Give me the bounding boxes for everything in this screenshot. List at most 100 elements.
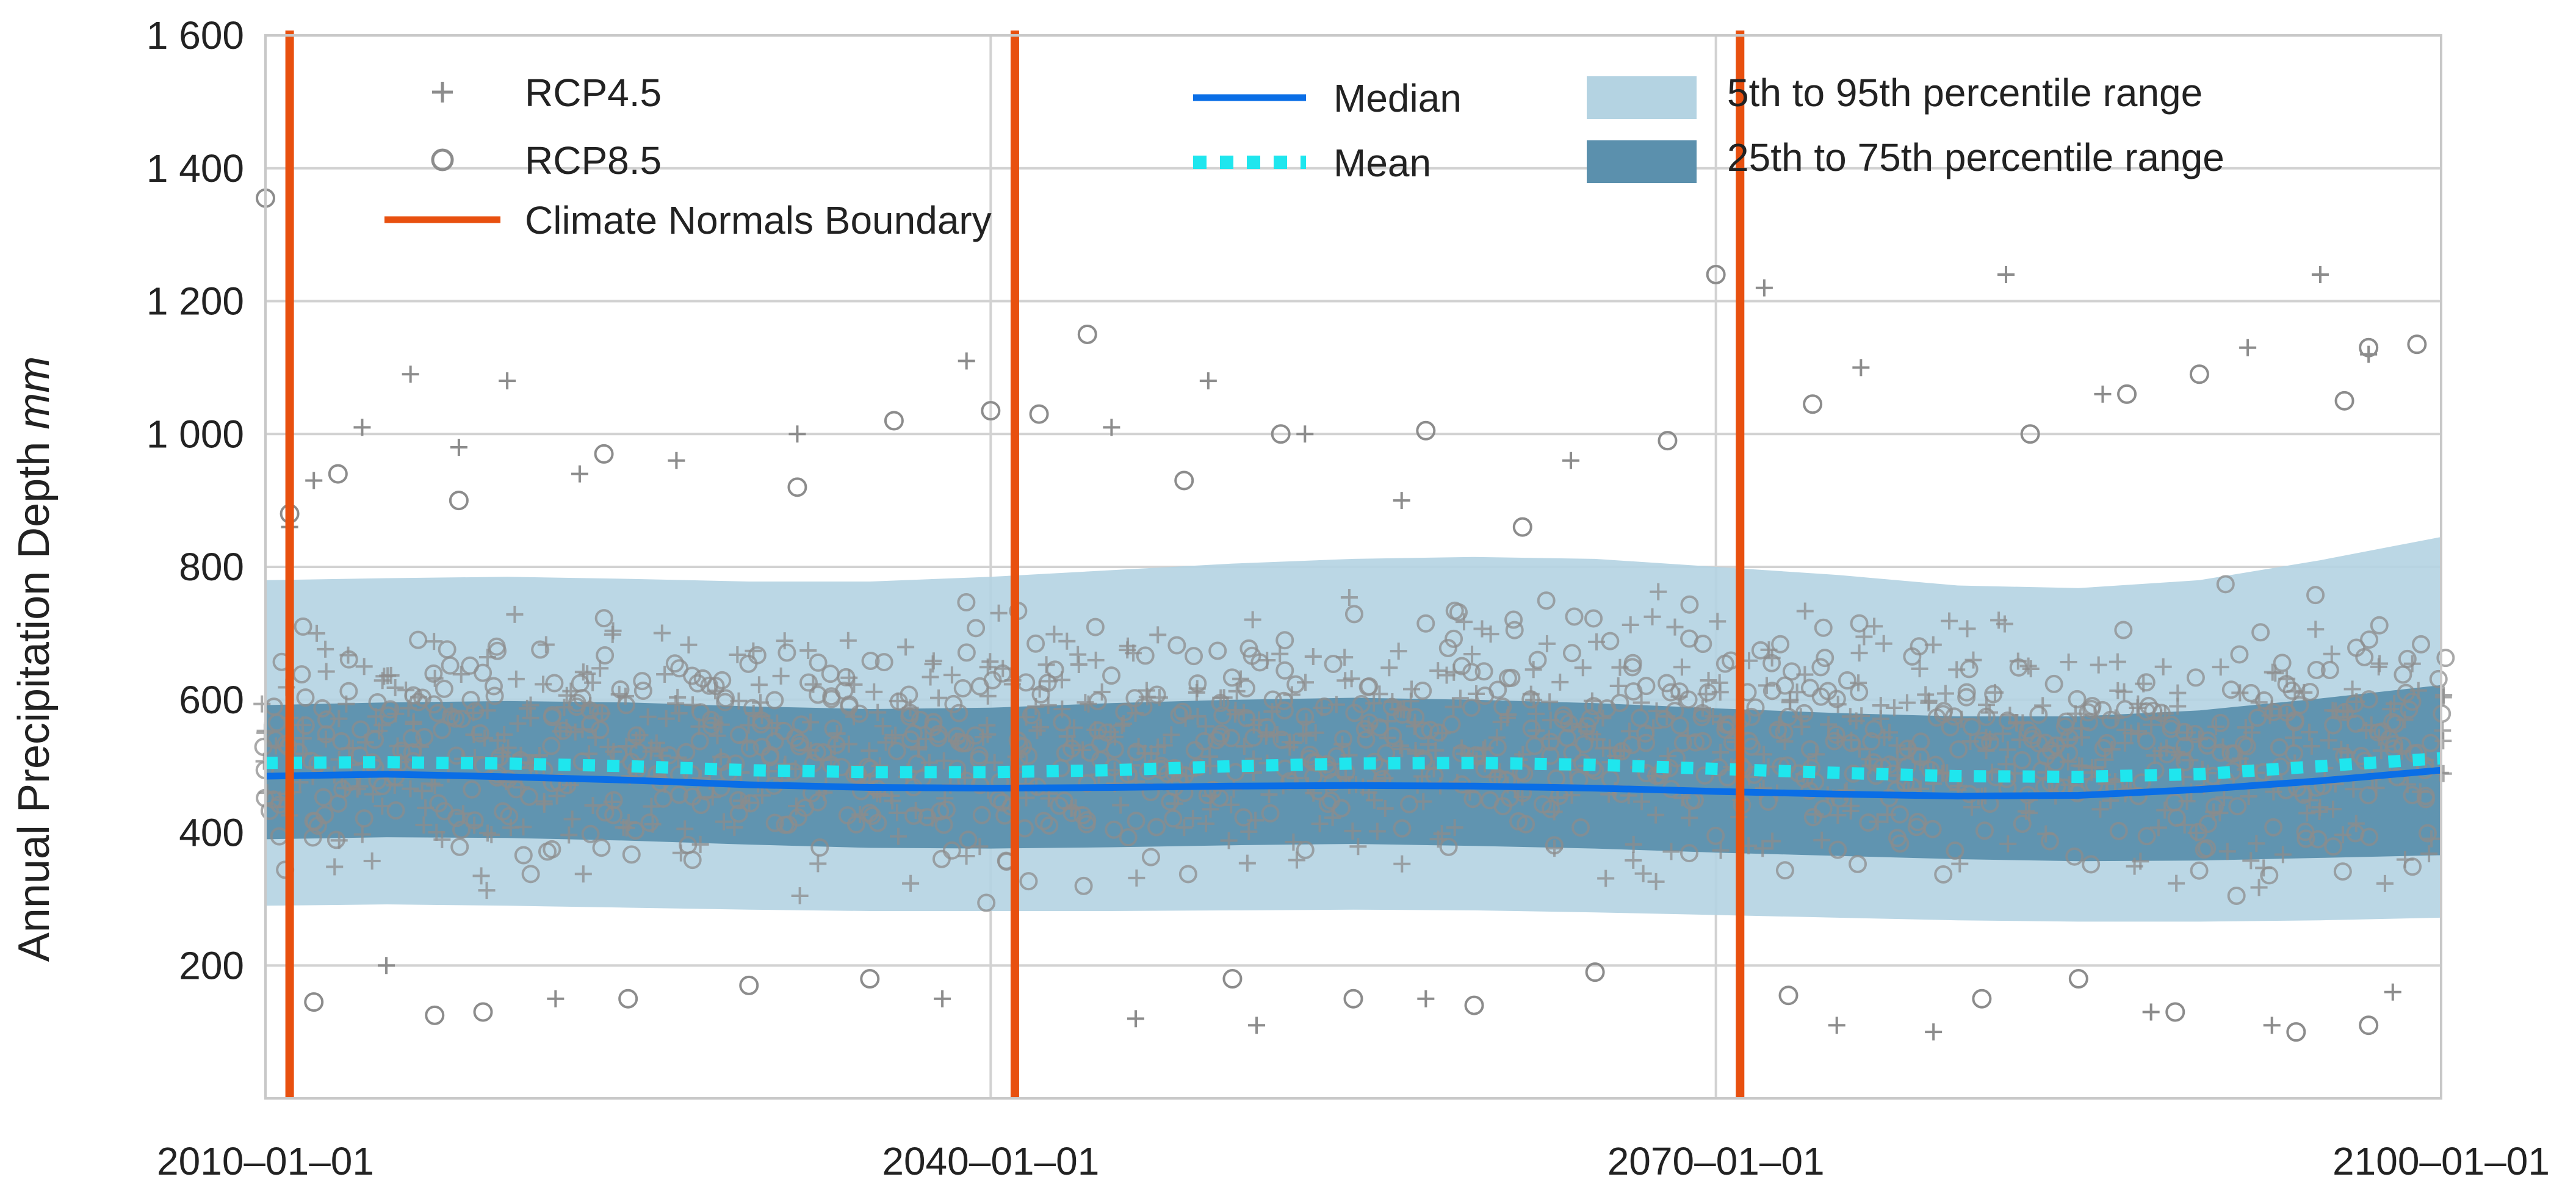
rcp85-point bbox=[543, 840, 561, 859]
axes: 200 400 600 800 1 000 1 200 1 400 1 600 2010–01–… bbox=[146, 13, 2550, 1183]
rcp45-point bbox=[1307, 724, 1324, 741]
rcp45-point bbox=[2434, 722, 2452, 740]
rcp85-point bbox=[2211, 713, 2230, 732]
rcp85-point bbox=[2360, 630, 2379, 649]
rcp45-point bbox=[1376, 800, 1394, 818]
rcp85-point bbox=[944, 694, 963, 713]
rcp45-point bbox=[1017, 708, 1035, 726]
rcp45-point bbox=[330, 710, 348, 727]
legend-label-band-25-75: 25th to 75th percentile range bbox=[1727, 135, 2224, 179]
rcp45-point bbox=[2248, 835, 2265, 852]
rcp45-point bbox=[1755, 279, 1773, 297]
rcp85-point bbox=[1275, 631, 1294, 650]
rcp45-point bbox=[1074, 741, 1092, 758]
rcp45-point bbox=[776, 632, 793, 650]
rcp85-point bbox=[488, 641, 507, 660]
rcp85-point bbox=[1053, 713, 1072, 732]
rcp85-point bbox=[1271, 424, 1291, 444]
rcp45-point bbox=[943, 666, 961, 684]
rcp45-point bbox=[1201, 748, 1219, 765]
rcp85-point bbox=[471, 724, 489, 743]
rcp45-point bbox=[478, 882, 496, 899]
rcp85-point bbox=[314, 788, 333, 807]
rcp45-point bbox=[1712, 743, 1730, 761]
rcp85-point bbox=[1800, 679, 1819, 697]
climate-normals-boundaries bbox=[285, 31, 1745, 1098]
rcp45-point bbox=[1244, 611, 1261, 629]
rcp45-point bbox=[1227, 701, 1244, 719]
rcp45-point bbox=[669, 688, 687, 706]
rcp85-point bbox=[691, 796, 710, 815]
rcp85-point bbox=[1210, 788, 1229, 807]
rcp85-point bbox=[2403, 857, 2422, 876]
rcp45-point bbox=[1149, 626, 1167, 644]
rcp45-point bbox=[869, 704, 887, 721]
legend-item-rcp85: RCP8.5 bbox=[431, 139, 662, 182]
y-tick-label: 400 bbox=[179, 811, 244, 855]
rcp85-point bbox=[1522, 719, 1541, 738]
rcp85-point bbox=[729, 791, 748, 810]
rcp85-point bbox=[1584, 697, 1603, 716]
x-tick-label: 2010–01–01 bbox=[157, 1139, 374, 1183]
rcp85-point bbox=[1063, 804, 1081, 823]
rcp45-point bbox=[1574, 659, 1592, 677]
rcp85-point bbox=[1910, 637, 1928, 656]
rcp45-point bbox=[1482, 625, 1499, 643]
rcp85-point bbox=[316, 805, 334, 824]
rcp45-point bbox=[2295, 683, 2313, 701]
rcp85-point bbox=[1119, 828, 1138, 847]
rcp45-point bbox=[884, 792, 901, 810]
rcp45-point bbox=[476, 729, 494, 747]
rcp85-point bbox=[2020, 424, 2040, 444]
rcp85-point bbox=[739, 975, 759, 995]
rcp45-point bbox=[1712, 841, 1730, 859]
rcp45-point bbox=[518, 699, 536, 717]
rcp45-point bbox=[356, 733, 374, 751]
rcp85-point bbox=[1393, 819, 1412, 838]
rcp85-point bbox=[355, 809, 373, 828]
rcp85-point bbox=[2165, 1002, 2185, 1022]
rcp45-point bbox=[1545, 803, 1563, 821]
rcp85-point bbox=[761, 746, 780, 765]
rcp85-point bbox=[1502, 668, 1521, 687]
rcp45-point bbox=[1924, 636, 1942, 654]
rcp85-point bbox=[1078, 774, 1097, 793]
rcp45-point bbox=[809, 855, 827, 873]
rcp85-point bbox=[887, 741, 906, 760]
rcp45-point bbox=[2009, 652, 2027, 670]
rcp85-point bbox=[1019, 872, 1038, 891]
rcp85-point bbox=[2286, 711, 2304, 730]
rcp45-point bbox=[851, 805, 869, 823]
rcp45-point bbox=[1258, 652, 1276, 669]
rcp85-point bbox=[1416, 420, 1436, 441]
rcp45-point bbox=[2090, 656, 2107, 674]
rcp45-point bbox=[2301, 791, 2318, 809]
rcp45-point bbox=[1764, 832, 1781, 850]
rcp85-point bbox=[1864, 719, 1883, 738]
rcp45-point bbox=[1666, 618, 1684, 636]
rcp85-point bbox=[1243, 646, 1261, 665]
rcp85-point bbox=[1413, 681, 1432, 700]
rcp45-point bbox=[378, 957, 395, 974]
y-tick-label: 1 000 bbox=[146, 412, 244, 456]
rcp45-point bbox=[1898, 694, 1916, 711]
rcp85-point bbox=[1934, 865, 1953, 884]
rcp45-point bbox=[1455, 613, 1473, 631]
rcp85-point bbox=[596, 646, 615, 665]
rcp45-point bbox=[1106, 728, 1124, 746]
rcp45-point bbox=[2301, 723, 2318, 741]
rcp85-point bbox=[618, 989, 638, 1009]
rcp45-point bbox=[1066, 719, 1083, 737]
rcp85-point bbox=[1127, 812, 1145, 830]
rcp85-point bbox=[1275, 701, 1294, 720]
rcp85-point bbox=[1565, 607, 1584, 626]
rcp45-point bbox=[1258, 724, 1275, 741]
rcp45-point bbox=[1709, 613, 1726, 630]
rcp85-point bbox=[542, 737, 561, 755]
rcp85-point bbox=[1631, 708, 1650, 727]
rcp45-point bbox=[1240, 823, 1258, 840]
rcp45-point bbox=[2231, 684, 2249, 702]
rcp45-point bbox=[2307, 621, 2325, 638]
rcp45-point bbox=[1197, 815, 1215, 832]
rcp45-point bbox=[2096, 751, 2114, 768]
